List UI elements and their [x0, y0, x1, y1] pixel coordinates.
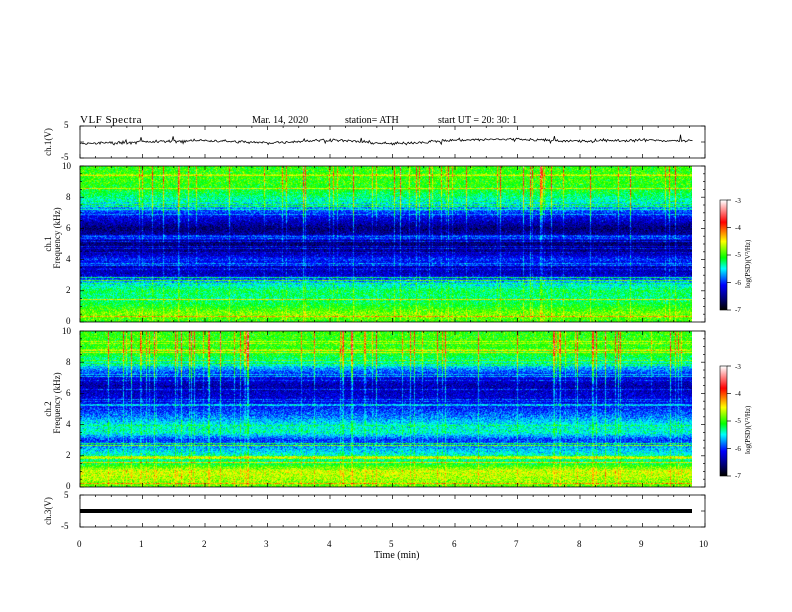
- figure-title: VLF Spectra: [80, 114, 143, 126]
- cb2-tick: -5: [735, 417, 741, 425]
- ch1-wave-ytick: -5: [61, 152, 69, 162]
- ch3-wave-ylabel: ch.3(V): [43, 497, 53, 525]
- ch1-spec-ytick: 6: [66, 223, 71, 233]
- ch2-spec-ytick: 2: [66, 450, 71, 460]
- station-label: station= ATH: [345, 115, 399, 126]
- ch2-spec-ytick: 8: [66, 357, 71, 367]
- start-ut-label: start UT = 20: 30: 1: [438, 115, 518, 126]
- ch1-spec-ytick: 4: [66, 254, 71, 264]
- x-tick-label: 10: [699, 539, 708, 549]
- ch1-spec-ytick: 10: [62, 161, 71, 171]
- cb1-tick: -4: [735, 224, 741, 232]
- ch2-spec-ytick: 10: [62, 326, 71, 336]
- ch3-waveform-trace: [80, 509, 692, 513]
- ch1-waveform-trace: [79, 134, 693, 146]
- ch1-spec-ytick: 8: [66, 192, 71, 202]
- ch1-colorbar: [719, 199, 728, 311]
- x-tick-label: 0: [77, 539, 82, 549]
- ch1-wave-frame: [79, 125, 706, 159]
- ch1-spec-ylabel-frequency: Frequency (kHz): [52, 207, 62, 269]
- cb1-tick: -7: [735, 306, 741, 314]
- ch2-spec-ytick: 0: [66, 481, 71, 491]
- ch1-spec-ytick: 0: [66, 316, 71, 326]
- cb1-tick: -5: [735, 251, 741, 259]
- cb1-label: log(PSD)(V²/Hz): [744, 239, 752, 288]
- x-tick-label: 8: [577, 539, 582, 549]
- ch1-spectrogram: [80, 166, 692, 322]
- date-label: Mar. 14, 2020: [252, 115, 309, 126]
- ch1-wave-ylabel: ch.1(V): [43, 128, 53, 156]
- x-tick-label: 7: [514, 539, 519, 549]
- x-tick-label: 1: [139, 539, 144, 549]
- cb2-tick: -4: [735, 390, 741, 398]
- ch1-wave-ytick: 5: [64, 120, 69, 130]
- x-tick-label: 6: [452, 539, 457, 549]
- x-tick-label: 5: [389, 539, 394, 549]
- cb2-tick: -3: [735, 363, 741, 371]
- ch2-spec-ytick: 6: [66, 388, 71, 398]
- cb2-tick: -7: [735, 472, 741, 480]
- ch2-spec-ylabel-frequency: Frequency (kHz): [52, 372, 62, 434]
- ch3-wave-ytick: -5: [61, 521, 69, 531]
- cb1-tick: -6: [735, 279, 741, 287]
- ch3-wave-ytick: 5: [64, 490, 69, 500]
- axis-ticks: [79, 125, 731, 528]
- cb2-tick: -6: [735, 445, 741, 453]
- ch2-spectrogram: [80, 331, 692, 487]
- x-tick-label: 3: [264, 539, 269, 549]
- cb2-label: log(PSD)(V²/Hz): [744, 405, 752, 454]
- cb1-tick: -3: [735, 197, 741, 205]
- ch1-spec-ytick: 2: [66, 285, 71, 295]
- x-tick-label: 9: [639, 539, 644, 549]
- x-axis-label: Time (min): [374, 550, 420, 561]
- ch2-spec-ytick: 4: [66, 419, 71, 429]
- x-tick-label: 2: [202, 539, 207, 549]
- ch2-colorbar: [719, 365, 728, 477]
- x-tick-label: 4: [327, 539, 332, 549]
